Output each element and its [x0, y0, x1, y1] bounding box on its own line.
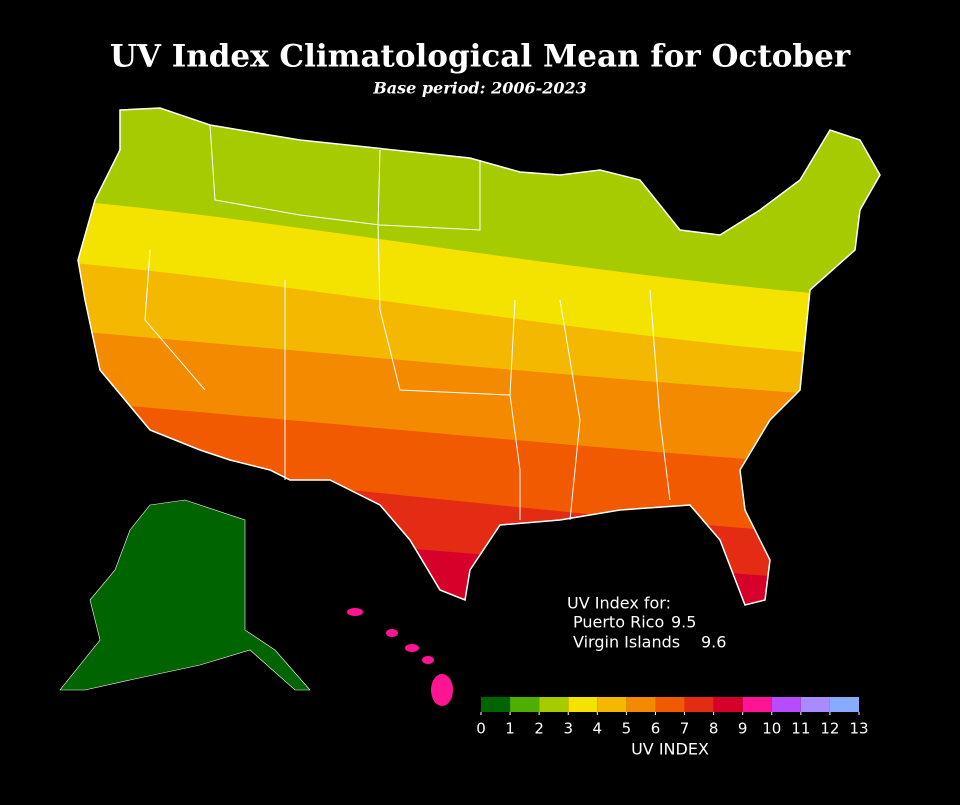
annotation-name: Puerto Rico	[573, 613, 664, 632]
colorbar-tick-label: 10	[762, 720, 781, 738]
colorbar-segment	[829, 697, 859, 712]
colorbar-segment	[597, 697, 627, 712]
colorbar-segment	[742, 697, 772, 712]
colorbar-label: UV INDEX	[631, 740, 709, 759]
colorbar-tick-label: 3	[563, 720, 573, 738]
annotation-name: Virgin Islands	[573, 633, 680, 652]
hawaii	[347, 608, 453, 706]
colorbar-segment	[510, 697, 540, 712]
colorbar-tick-label: 11	[791, 720, 810, 738]
colorbar-tick-label: 7	[680, 720, 690, 738]
colorbar-tick-label: 9	[738, 720, 748, 738]
colorbar-tick-label: 13	[849, 720, 868, 738]
colorbar-segment	[655, 697, 685, 712]
colorbar-tick-label: 1	[505, 720, 515, 738]
colorbar-segment	[800, 697, 830, 712]
colorbar-segment	[713, 697, 743, 712]
colorbar-tick-label: 0	[476, 720, 486, 738]
colorbar-segment	[771, 697, 801, 712]
colorbar-tick-label: 12	[820, 720, 839, 738]
colorbar-segment	[568, 697, 598, 712]
us-outline	[77, 107, 881, 606]
state-lines	[144, 124, 671, 521]
colorbar-segment	[539, 697, 569, 712]
alaska	[59, 499, 311, 691]
title: UV Index Climatological Mean for October	[110, 39, 851, 75]
colorbar: 0 1 2 3 4 5 6 7 8 9 10 11 12 13	[476, 697, 869, 738]
colorbar-tick-label: 4	[593, 720, 603, 738]
subtitle: Base period: 2006-2023	[372, 79, 587, 98]
colorbar-tick-label: 5	[622, 720, 632, 738]
colorbar-tick-label: 6	[651, 720, 661, 738]
annotation-value: 9.6	[701, 633, 726, 652]
colorbar-segment	[626, 697, 656, 712]
colorbar-tick-label: 2	[534, 720, 544, 738]
colorbar-segment	[684, 697, 714, 712]
annotation-value: 9.5	[671, 613, 696, 632]
colorbar-segment	[481, 697, 511, 712]
annotation-heading: UV Index for:	[567, 594, 671, 613]
colorbar-tick-label: 8	[709, 720, 719, 738]
